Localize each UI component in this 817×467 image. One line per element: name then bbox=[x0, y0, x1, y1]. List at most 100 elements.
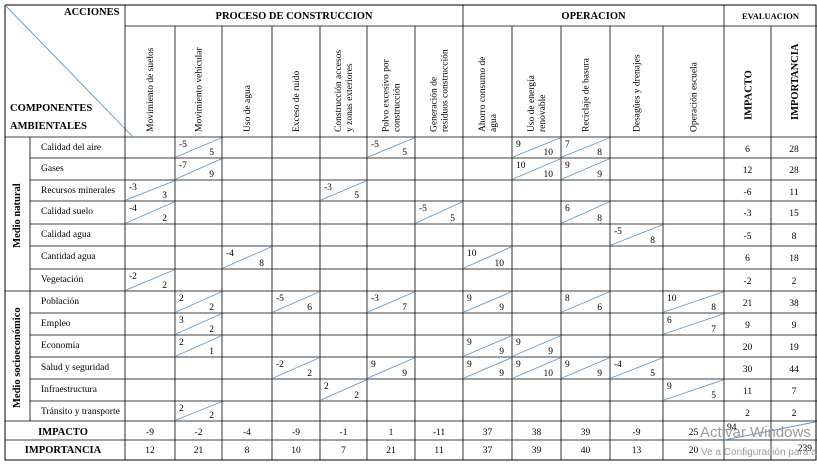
importance-value: 8 bbox=[597, 148, 602, 158]
row-impacto: 12 bbox=[743, 166, 753, 176]
cell-diagonal bbox=[125, 269, 175, 291]
magnitude-value: 6 bbox=[565, 204, 570, 214]
action-header-12: Operación escuela bbox=[690, 61, 700, 132]
component-label: Infraestructura bbox=[41, 384, 98, 395]
action-header-8: Ahorro consumo de bbox=[478, 57, 488, 132]
cell-diagonal bbox=[320, 379, 367, 401]
total-impacto-label: IMPACTO bbox=[38, 427, 88, 438]
action-header-7: residuos construcción bbox=[441, 49, 451, 132]
component-label: Vegetación bbox=[41, 275, 83, 285]
importance-value: 5 bbox=[450, 214, 455, 224]
component-label: Empleo bbox=[41, 319, 71, 329]
section-label-2: Medio socioeconómico bbox=[12, 307, 23, 408]
cell-diagonal bbox=[463, 357, 512, 379]
cell-diagonal bbox=[512, 137, 561, 158]
actions-corner-label: ACCIONES bbox=[64, 7, 120, 18]
total-importancia-value: 20 bbox=[689, 446, 699, 456]
action-header-5: Construcción accesos bbox=[334, 50, 344, 132]
cell-diagonal bbox=[175, 335, 222, 357]
total-importancia-value: 11 bbox=[434, 446, 443, 456]
row-impacto: 30 bbox=[743, 365, 753, 375]
cell-diagonal bbox=[367, 357, 415, 379]
cell-diagonal bbox=[222, 246, 272, 269]
grand-total-impacto: 94 bbox=[727, 423, 737, 433]
action-header-1: Movimiento de suelos bbox=[146, 47, 156, 132]
magnitude-value: 9 bbox=[565, 360, 570, 370]
component-label: Recursos minerales bbox=[41, 186, 115, 196]
action-header-3: Uso de agua bbox=[243, 84, 253, 132]
cell-diagonal bbox=[561, 291, 610, 313]
component-label: Calidad del aire bbox=[41, 143, 101, 153]
importance-value: 5 bbox=[354, 191, 359, 201]
magnitude-value: 3 bbox=[179, 316, 184, 326]
cell-diagonal bbox=[272, 291, 320, 313]
total-importancia-value: 21 bbox=[194, 446, 204, 456]
component-label: Calidad suelo bbox=[41, 207, 93, 217]
importance-value: 7 bbox=[402, 303, 407, 313]
magnitude-value: -5 bbox=[371, 140, 379, 150]
cell-diagonal bbox=[610, 357, 663, 379]
row-impacto: -6 bbox=[744, 188, 752, 198]
grand-total-diagonal bbox=[723, 421, 816, 441]
component-label: Salud y seguridad bbox=[41, 363, 109, 373]
cell-diagonal bbox=[512, 357, 561, 379]
importance-value: 10 bbox=[495, 259, 505, 269]
importance-value: 8 bbox=[259, 259, 264, 269]
row-impacto: -2 bbox=[744, 277, 752, 287]
magnitude-value: -4 bbox=[226, 249, 234, 259]
component-label: Tránsito y transporte bbox=[41, 407, 120, 417]
magnitude-value: 10 bbox=[667, 294, 677, 304]
activation-watermark-subtitle: Ve a Configuración para activar Windows. bbox=[701, 447, 817, 458]
magnitude-value: -5 bbox=[419, 204, 427, 214]
component-label: Cantidad agua bbox=[41, 252, 96, 262]
table-border bbox=[4, 4, 817, 461]
importance-value: 3 bbox=[162, 191, 167, 201]
total-impacto-value: -9 bbox=[146, 428, 154, 438]
total-impacto-value: -9 bbox=[633, 428, 641, 438]
magnitude-value: 9 bbox=[467, 338, 472, 348]
action-header-8: agua bbox=[489, 113, 499, 132]
action-header-6: Polvo excesivo por bbox=[382, 58, 392, 132]
magnitude-value: 2 bbox=[179, 338, 184, 348]
cell-diagonal bbox=[320, 180, 367, 201]
importance-value: 10 bbox=[544, 148, 554, 158]
row-impacto: -5 bbox=[744, 232, 752, 242]
row-impacto: 9 bbox=[745, 321, 750, 331]
magnitude-value: -7 bbox=[179, 161, 187, 171]
row-impacto: 6 bbox=[745, 145, 750, 155]
importance-value: 8 bbox=[597, 214, 602, 224]
group-operation-label: OPERACION bbox=[561, 11, 626, 22]
magnitude-value: 9 bbox=[516, 338, 521, 348]
components-corner-label-2: AMBIENTALES bbox=[10, 121, 87, 132]
cell-diagonal bbox=[175, 158, 222, 180]
row-importancia: 8 bbox=[792, 232, 797, 242]
cell-diagonal bbox=[663, 313, 724, 335]
importance-value: 10 bbox=[544, 170, 554, 180]
importance-value: 9 bbox=[499, 347, 504, 357]
importance-value: 2 bbox=[162, 281, 167, 291]
cell-diagonal bbox=[561, 357, 610, 379]
row-impacto: 20 bbox=[743, 343, 753, 353]
activation-watermark-title: Activar Windows bbox=[700, 424, 811, 441]
total-importancia-label: IMPORTANCIA bbox=[25, 445, 102, 456]
magnitude-value: -5 bbox=[179, 140, 187, 150]
component-label: Población bbox=[41, 297, 79, 307]
cell-diagonal bbox=[175, 137, 222, 158]
action-header-7: Generación de bbox=[430, 77, 440, 132]
magnitude-value: 9 bbox=[467, 294, 472, 304]
total-impacto-value: -1 bbox=[340, 428, 348, 438]
row-importancia: 28 bbox=[789, 166, 799, 176]
importance-value: 8 bbox=[650, 236, 655, 246]
total-impacto-value: -2 bbox=[195, 428, 203, 438]
action-header-2: Movimiento vehicular bbox=[195, 46, 205, 132]
magnitude-value: -5 bbox=[614, 227, 622, 237]
eval-header-importancia: IMPORTANCIA bbox=[790, 43, 801, 120]
magnitude-value: -3 bbox=[324, 183, 332, 193]
importance-value: 2 bbox=[209, 303, 214, 313]
component-label: Economía bbox=[41, 341, 80, 351]
cell-diagonal bbox=[415, 201, 463, 224]
cell-diagonal bbox=[175, 401, 222, 421]
action-header-5: y zonas exteriores bbox=[345, 63, 355, 132]
cell-diagonal bbox=[463, 246, 512, 269]
